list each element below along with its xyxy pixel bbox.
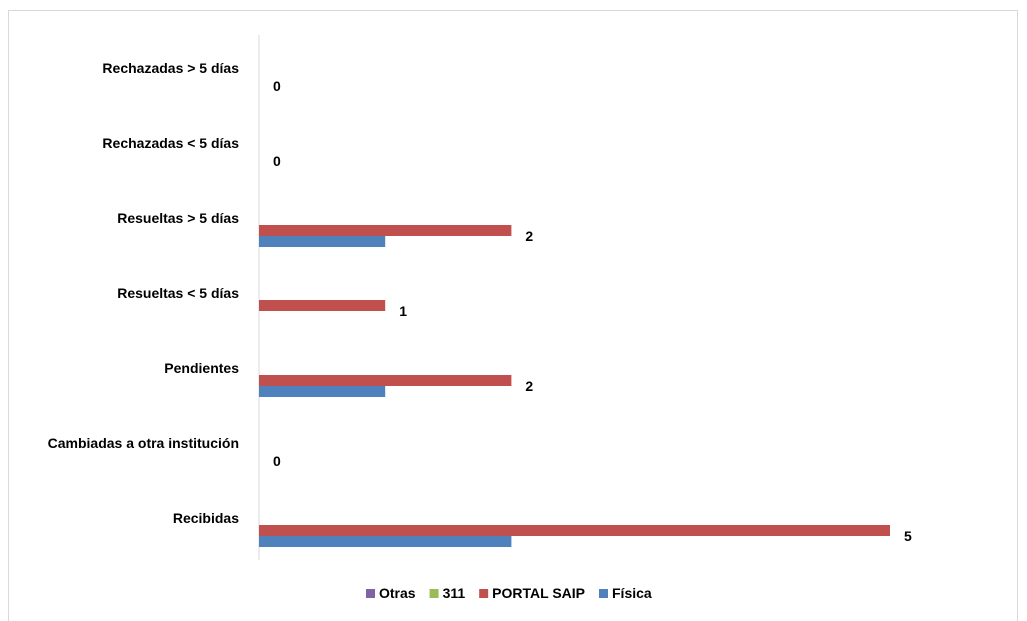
bar-f-sica-2 <box>259 386 386 397</box>
category-label: Cambiadas a otra institución <box>48 435 239 451</box>
legend-label: Física <box>612 585 652 601</box>
data-label: 0 <box>273 153 281 169</box>
bar-portal-saip-0 <box>259 525 890 536</box>
category-label: Rechazadas < 5 días <box>102 135 239 151</box>
legend-label: Otras <box>379 585 416 601</box>
legend-swatch <box>429 589 439 598</box>
bar-portal-saip-3 <box>259 300 386 311</box>
bar-portal-saip-2 <box>259 375 512 386</box>
data-label: 0 <box>273 78 281 94</box>
legend-label: PORTAL SAIP <box>492 585 585 601</box>
category-label: Rechazadas > 5 días <box>102 60 239 76</box>
data-label: 2 <box>525 228 533 244</box>
legend-swatch <box>479 589 489 598</box>
category-label: Resueltas < 5 días <box>117 285 239 301</box>
legend-label: 311 <box>443 585 466 601</box>
legend-swatch <box>366 589 375 598</box>
data-label: 5 <box>904 528 912 544</box>
data-label: 2 <box>525 378 533 394</box>
bar-f-sica-0 <box>259 536 512 547</box>
legend-swatch <box>599 589 608 598</box>
bar-f-sica-4 <box>259 236 386 247</box>
data-label: 1 <box>399 303 407 319</box>
data-label: 0 <box>273 453 281 469</box>
chart-frame <box>8 10 1018 621</box>
category-label: Resueltas > 5 días <box>117 210 239 226</box>
legend: Otras 311 PORTAL SAIP Física <box>366 585 652 601</box>
bar-portal-saip-4 <box>259 225 512 236</box>
category-label: Pendientes <box>164 360 239 376</box>
category-label: Recibidas <box>173 510 239 526</box>
